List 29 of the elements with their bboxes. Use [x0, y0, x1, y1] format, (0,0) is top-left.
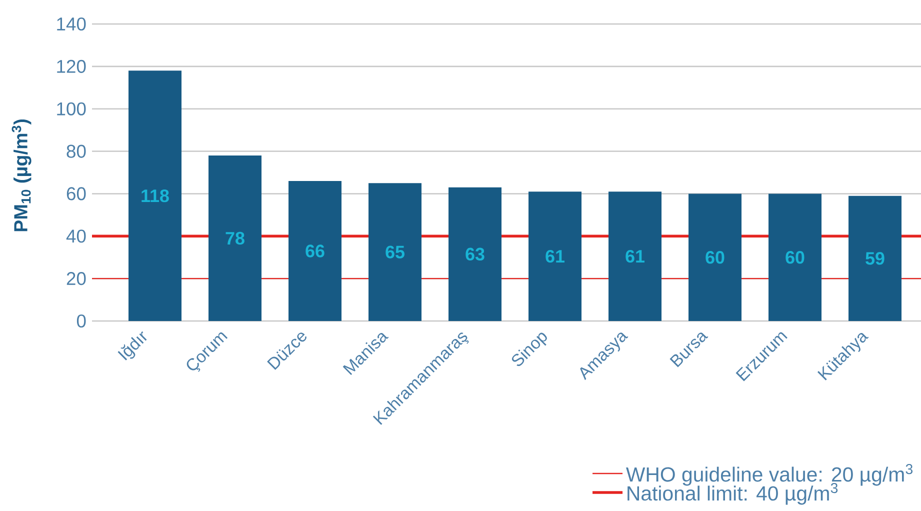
y-tick-label: 80	[66, 144, 86, 158]
bar	[288, 180, 342, 322]
data-label: 61	[626, 250, 644, 263]
data-label: 118	[142, 189, 169, 202]
y-tick-label: 20	[66, 272, 86, 286]
data-label: 65	[386, 246, 404, 258]
y-tick-label: 100	[57, 102, 86, 116]
data-label: 59	[866, 252, 884, 265]
data-label: 78	[226, 232, 244, 245]
bar	[208, 156, 262, 322]
y-tick-label: 0	[76, 314, 86, 328]
y-tick-label: 140	[57, 17, 86, 31]
bar	[688, 194, 742, 322]
bar	[768, 194, 822, 322]
y-axis-title: PM$_{10}$ (µg/m$^{3}$)	[12, 119, 32, 232]
bar	[608, 192, 662, 322]
bar	[528, 192, 582, 322]
data-label: 60	[786, 251, 804, 264]
bar	[448, 187, 502, 322]
bar	[848, 196, 902, 322]
y-tick-label: 120	[57, 60, 86, 73]
data-label: 63	[466, 248, 484, 261]
data-label: 61	[546, 250, 564, 263]
data-label: 66	[306, 244, 324, 258]
data-label: 60	[706, 251, 724, 264]
bar	[368, 183, 422, 322]
y-tick-label: 40	[66, 230, 86, 243]
bar	[128, 70, 182, 322]
y-tick-label: 60	[66, 187, 86, 200]
